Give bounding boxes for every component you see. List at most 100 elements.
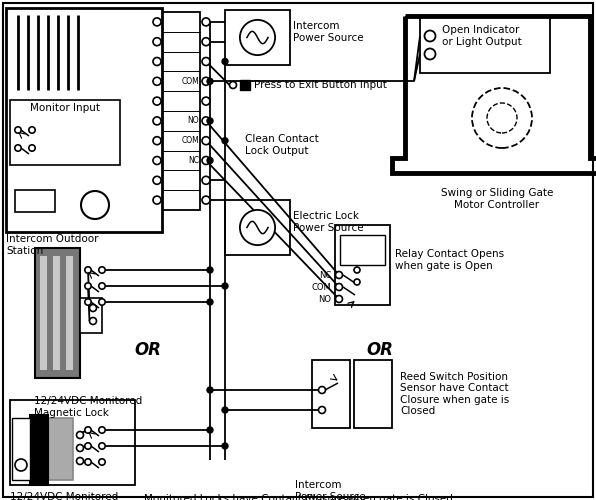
Text: OR: OR xyxy=(135,341,162,359)
Text: 12/24VDC Monitored
Magnetic Lock: 12/24VDC Monitored Magnetic Lock xyxy=(34,396,142,417)
Circle shape xyxy=(153,78,161,86)
Circle shape xyxy=(99,267,105,273)
FancyBboxPatch shape xyxy=(40,256,47,370)
Text: Monitor Input: Monitor Input xyxy=(30,103,100,113)
Circle shape xyxy=(207,299,213,305)
Circle shape xyxy=(29,145,35,151)
Circle shape xyxy=(240,210,275,245)
Circle shape xyxy=(336,272,343,278)
FancyBboxPatch shape xyxy=(3,3,593,497)
FancyBboxPatch shape xyxy=(6,8,162,232)
Text: Clean Contact
Lock Output: Clean Contact Lock Output xyxy=(245,134,319,156)
FancyBboxPatch shape xyxy=(335,225,390,305)
Circle shape xyxy=(318,386,325,394)
Text: OR: OR xyxy=(367,341,393,359)
Circle shape xyxy=(153,176,161,184)
FancyBboxPatch shape xyxy=(80,298,102,333)
Circle shape xyxy=(99,459,105,465)
Circle shape xyxy=(85,443,91,449)
Text: Intercom
Power Source: Intercom Power Source xyxy=(295,480,365,500)
FancyBboxPatch shape xyxy=(240,80,250,90)
Text: NC: NC xyxy=(188,156,199,165)
Circle shape xyxy=(76,432,83,438)
Circle shape xyxy=(76,444,83,452)
Text: Open Indicator
or Light Output: Open Indicator or Light Output xyxy=(442,25,522,47)
Circle shape xyxy=(202,78,210,86)
FancyBboxPatch shape xyxy=(354,360,392,428)
FancyBboxPatch shape xyxy=(225,200,290,255)
Circle shape xyxy=(354,279,360,285)
Circle shape xyxy=(202,117,210,125)
Text: COM: COM xyxy=(311,282,331,292)
Circle shape xyxy=(222,138,228,143)
Circle shape xyxy=(424,30,436,42)
FancyBboxPatch shape xyxy=(10,400,135,485)
Circle shape xyxy=(202,136,210,144)
Circle shape xyxy=(207,118,213,124)
Circle shape xyxy=(202,97,210,105)
FancyBboxPatch shape xyxy=(35,248,80,378)
Text: 12/24VDC Monitored
Electric Strike Lock: 12/24VDC Monitored Electric Strike Lock xyxy=(10,492,118,500)
Circle shape xyxy=(207,387,213,393)
Circle shape xyxy=(153,196,161,204)
Text: NC: NC xyxy=(319,270,331,280)
Text: NO: NO xyxy=(318,294,331,304)
Circle shape xyxy=(222,443,228,449)
Text: COM: COM xyxy=(181,136,199,145)
Circle shape xyxy=(99,283,105,289)
Circle shape xyxy=(99,443,105,449)
Circle shape xyxy=(153,38,161,46)
Circle shape xyxy=(153,117,161,125)
Circle shape xyxy=(207,158,213,164)
Circle shape xyxy=(99,299,105,305)
FancyBboxPatch shape xyxy=(420,18,550,73)
FancyBboxPatch shape xyxy=(53,256,60,370)
Circle shape xyxy=(15,459,27,471)
Circle shape xyxy=(89,304,97,312)
Text: NO: NO xyxy=(187,116,199,126)
Circle shape xyxy=(202,176,210,184)
Circle shape xyxy=(202,156,210,164)
FancyBboxPatch shape xyxy=(12,418,30,480)
Text: Intercom
Power Source: Intercom Power Source xyxy=(293,21,364,43)
Circle shape xyxy=(487,103,517,133)
Text: Electric Lock
Power Source: Electric Lock Power Source xyxy=(293,211,364,233)
Circle shape xyxy=(336,284,343,290)
FancyBboxPatch shape xyxy=(35,418,73,480)
Circle shape xyxy=(354,267,360,273)
Circle shape xyxy=(240,20,275,55)
Circle shape xyxy=(153,136,161,144)
Circle shape xyxy=(202,18,210,26)
Circle shape xyxy=(85,299,91,305)
Circle shape xyxy=(207,427,213,433)
Circle shape xyxy=(202,196,210,204)
Circle shape xyxy=(153,97,161,105)
Circle shape xyxy=(85,267,91,273)
Circle shape xyxy=(207,267,213,273)
Text: Monitored Locks have Contact Closure when gate is Closed: Monitored Locks have Contact Closure whe… xyxy=(144,494,452,500)
Text: Reed Switch Position
Sensor have Contact
Closure when gate is
Closed: Reed Switch Position Sensor have Contact… xyxy=(400,372,509,416)
Circle shape xyxy=(202,38,210,46)
Circle shape xyxy=(222,58,228,64)
Circle shape xyxy=(229,82,237,88)
Circle shape xyxy=(85,459,91,465)
Circle shape xyxy=(85,427,91,433)
Text: Relay Contact Opens
when gate is Open: Relay Contact Opens when gate is Open xyxy=(395,249,504,271)
Circle shape xyxy=(222,407,228,413)
Circle shape xyxy=(153,58,161,66)
Circle shape xyxy=(153,18,161,26)
Circle shape xyxy=(222,283,228,289)
Circle shape xyxy=(424,48,436,60)
Text: Swing or Sliding Gate
Motor Controller: Swing or Sliding Gate Motor Controller xyxy=(441,188,553,210)
FancyBboxPatch shape xyxy=(312,360,350,428)
Text: Press to Exit Button Input: Press to Exit Button Input xyxy=(254,80,387,90)
Circle shape xyxy=(153,156,161,164)
Circle shape xyxy=(472,88,532,148)
FancyBboxPatch shape xyxy=(15,190,55,212)
FancyBboxPatch shape xyxy=(30,415,48,485)
Circle shape xyxy=(318,406,325,414)
FancyBboxPatch shape xyxy=(163,12,200,210)
Circle shape xyxy=(207,78,213,84)
Circle shape xyxy=(15,145,21,151)
Circle shape xyxy=(202,58,210,66)
